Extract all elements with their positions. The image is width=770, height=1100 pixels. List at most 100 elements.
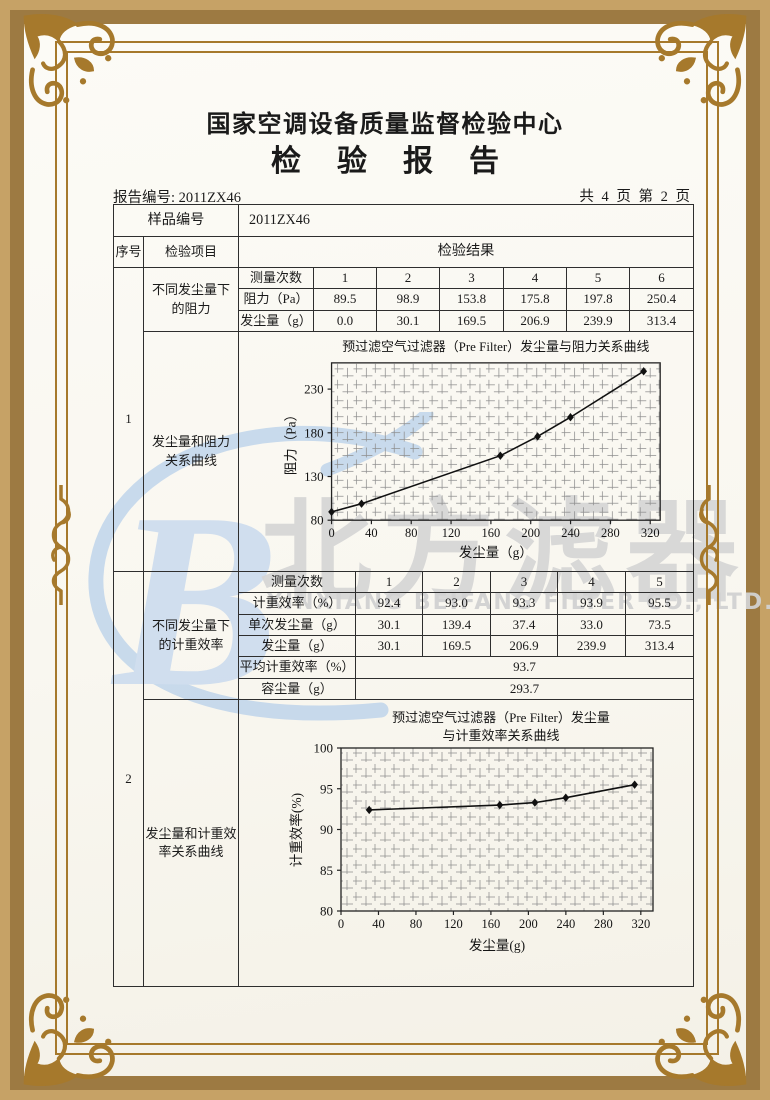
m2-row-label: 计重效率（%） bbox=[239, 593, 356, 615]
svg-text:200: 200 bbox=[521, 526, 540, 540]
m1-dust-cell: 239.9 bbox=[567, 311, 630, 332]
m1-count-cell: 4 bbox=[504, 268, 567, 289]
center-name-title: 国家空调设备质量监督检验中心 bbox=[206, 112, 564, 138]
svg-text:0: 0 bbox=[328, 526, 334, 540]
m1-dust-cell: 206.9 bbox=[504, 311, 567, 332]
m2-single-dust-cell: 37.4 bbox=[491, 615, 558, 636]
m2-count-cell: 5 bbox=[626, 572, 693, 593]
svg-text:80: 80 bbox=[410, 917, 423, 931]
svg-text:计重效率(%): 计重效率(%) bbox=[288, 793, 304, 867]
m2-efficiency-cell: 93.9 bbox=[558, 593, 626, 615]
m2-total-dust-cell: 206.9 bbox=[491, 636, 558, 657]
m2-efficiency-cell: 95.5 bbox=[626, 593, 693, 615]
svg-text:95: 95 bbox=[320, 781, 333, 796]
item2-seq: 2 bbox=[114, 572, 144, 986]
svg-text:预过滤空气过滤器（Pre Filter）发尘量: 预过滤空气过滤器（Pre Filter）发尘量 bbox=[392, 710, 610, 725]
m2-avg-efficiency-value: 93.7 bbox=[356, 657, 693, 679]
svg-text:0: 0 bbox=[338, 917, 344, 931]
m2-efficiency-cell: 93.0 bbox=[423, 593, 491, 615]
report-title: 检验报告 bbox=[271, 145, 535, 178]
svg-text:240: 240 bbox=[556, 917, 575, 931]
svg-text:40: 40 bbox=[372, 917, 385, 931]
svg-text:40: 40 bbox=[365, 526, 377, 540]
sample-id-label: 样品编号 bbox=[114, 205, 239, 237]
col-header-item: 检验项目 bbox=[144, 237, 239, 268]
svg-text:320: 320 bbox=[631, 917, 650, 931]
m2-single-dust-cell: 33.0 bbox=[558, 615, 626, 636]
m1-resistance-cell: 250.4 bbox=[630, 289, 693, 311]
svg-text:160: 160 bbox=[482, 526, 501, 540]
svg-text:80: 80 bbox=[405, 526, 417, 540]
m1-resistance-cell: 175.8 bbox=[504, 289, 567, 311]
m1-resistance-cell: 153.8 bbox=[440, 289, 504, 311]
m2-count-cell: 1 bbox=[356, 572, 423, 593]
svg-text:预过滤空气过滤器（Pre Filter）发尘量与阻力关系曲线: 预过滤空气过滤器（Pre Filter）发尘量与阻力关系曲线 bbox=[342, 339, 649, 354]
m1-count-cell: 1 bbox=[314, 268, 377, 289]
item2-name: 不同发尘量下 的计重效率 bbox=[144, 572, 239, 700]
m2-efficiency-cell: 93.3 bbox=[491, 593, 558, 615]
svg-text:85: 85 bbox=[320, 863, 333, 878]
svg-text:与计重效率关系曲线: 与计重效率关系曲线 bbox=[442, 728, 559, 743]
svg-text:阻力（Pa）: 阻力（Pa） bbox=[284, 408, 299, 475]
m1-count-cell: 2 bbox=[377, 268, 440, 289]
svg-text:280: 280 bbox=[594, 917, 613, 931]
m1-row-label: 阻力（Pa） bbox=[239, 289, 314, 311]
svg-text:90: 90 bbox=[320, 822, 333, 837]
item1-name: 不同发尘量下 的阻力 bbox=[144, 268, 239, 332]
m2-row-label: 单次发尘量（g） bbox=[239, 615, 356, 636]
item1-curve-name: 发尘量和阻力 关系曲线 bbox=[144, 332, 239, 572]
m2-total-dust-cell: 313.4 bbox=[626, 636, 693, 657]
m1-count-cell: 5 bbox=[567, 268, 630, 289]
svg-text:320: 320 bbox=[641, 526, 660, 540]
svg-text:240: 240 bbox=[561, 526, 580, 540]
m1-resistance-cell: 197.8 bbox=[567, 289, 630, 311]
svg-text:230: 230 bbox=[304, 382, 323, 397]
svg-text:120: 120 bbox=[442, 526, 461, 540]
efficiency-chart-cell: 0 40 80 120 160 200 240 280 320 80 85 90 95 100 预过滤空气过… bbox=[239, 700, 693, 986]
m1-dust-cell: 313.4 bbox=[630, 311, 693, 332]
page-indicator: 共 4 页 第 2 页 bbox=[579, 189, 692, 205]
resistance-chart-cell: 0 40 80 120 160 200 240 280 320 80 130 180 230 预过滤空气过… bbox=[239, 332, 693, 572]
m2-dust-capacity-label: 容尘量（g） bbox=[239, 679, 356, 700]
m2-dust-capacity-value: 293.7 bbox=[356, 679, 693, 700]
item2-curve-name: 发尘量和计重效 率关系曲线 bbox=[144, 700, 239, 986]
svg-text:280: 280 bbox=[601, 526, 620, 540]
m1-resistance-cell: 98.9 bbox=[377, 289, 440, 311]
sample-id-value: 2011ZX46 bbox=[239, 205, 693, 237]
m2-efficiency-cell: 92.4 bbox=[356, 593, 423, 615]
m2-single-dust-cell: 139.4 bbox=[423, 615, 491, 636]
m1-row-label: 测量次数 bbox=[239, 268, 314, 289]
svg-text:130: 130 bbox=[304, 469, 323, 484]
m2-row-label: 测量次数 bbox=[239, 572, 356, 593]
col-header-seq: 序号 bbox=[114, 237, 144, 268]
item1-seq: 1 bbox=[114, 268, 144, 572]
m2-count-cell: 4 bbox=[558, 572, 626, 593]
svg-text:200: 200 bbox=[519, 917, 538, 931]
svg-text:80: 80 bbox=[311, 513, 324, 528]
m2-avg-efficiency-label: 平均计重效率（%） bbox=[239, 657, 356, 679]
svg-text:160: 160 bbox=[482, 917, 501, 931]
col-header-result: 检验结果 bbox=[239, 237, 693, 268]
report-number: 报告编号: 2011ZX46 bbox=[113, 190, 241, 206]
efficiency-vs-dust-chart: 0 40 80 120 160 200 240 280 320 80 85 90 95 100 预过滤空气过… bbox=[288, 710, 654, 953]
svg-text:180: 180 bbox=[304, 425, 323, 440]
svg-text:发尘量(g): 发尘量(g) bbox=[469, 938, 525, 953]
svg-text:100: 100 bbox=[314, 741, 334, 756]
m2-count-cell: 2 bbox=[423, 572, 491, 593]
m1-dust-cell: 30.1 bbox=[377, 311, 440, 332]
inspection-results-table: 样品编号 2011ZX46 序号 检验项目 检验结果 1 不同发尘量下 的阻力 测… bbox=[113, 204, 694, 987]
m2-single-dust-cell: 73.5 bbox=[626, 615, 693, 636]
m2-total-dust-cell: 30.1 bbox=[356, 636, 423, 657]
m2-total-dust-cell: 169.5 bbox=[423, 636, 491, 657]
svg-text:120: 120 bbox=[444, 917, 463, 931]
m2-count-cell: 3 bbox=[491, 572, 558, 593]
m2-total-dust-cell: 239.9 bbox=[558, 636, 626, 657]
m1-count-cell: 3 bbox=[440, 268, 504, 289]
m1-resistance-cell: 89.5 bbox=[314, 289, 377, 311]
m1-dust-cell: 169.5 bbox=[440, 311, 504, 332]
m1-dust-cell: 0.0 bbox=[314, 311, 377, 332]
resistance-vs-dust-chart: 0 40 80 120 160 200 240 280 320 80 130 180 230 预过滤空气过… bbox=[284, 339, 661, 560]
svg-text:发尘量（g）: 发尘量（g） bbox=[459, 545, 533, 560]
m2-single-dust-cell: 30.1 bbox=[356, 615, 423, 636]
